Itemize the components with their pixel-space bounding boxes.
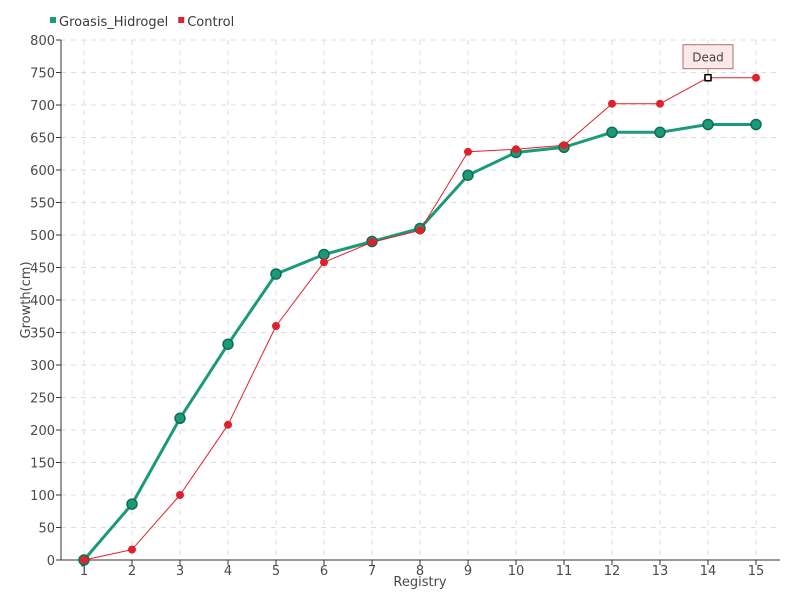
x-tick-label: 4 xyxy=(224,564,232,579)
x-axis-title: Registry xyxy=(393,575,447,590)
x-axis-ticks: 1 2 3 4 5 6 7 8 9 10 11 12 13 14 15 xyxy=(80,560,764,579)
data-point[interactable] xyxy=(560,141,568,150)
legend-item[interactable]: Control xyxy=(178,15,234,30)
data-point[interactable] xyxy=(702,118,714,131)
data-point[interactable] xyxy=(128,545,136,554)
data-point[interactable] xyxy=(80,556,88,564)
legend-item[interactable]: Groasis_Hidrogel xyxy=(50,15,168,30)
data-point[interactable] xyxy=(320,258,328,267)
annotations: Dead xyxy=(682,44,734,82)
annotation-callout: Dead xyxy=(682,44,734,82)
x-tick-label: 1 xyxy=(80,564,88,579)
y-tick-label: 450 xyxy=(30,262,55,277)
data-point[interactable] xyxy=(608,99,616,108)
x-tick-label: 10 xyxy=(508,564,525,579)
y-tick-label: 0 xyxy=(47,554,55,569)
data-point[interactable] xyxy=(654,126,666,139)
data-point[interactable] xyxy=(224,420,232,429)
x-tick-label: 14 xyxy=(700,564,717,579)
y-axis-ticks: 0 50 100 150 200 250 300 350 400 450 500 550 600 650 7… xyxy=(30,34,61,569)
y-tick-label: 200 xyxy=(30,424,55,439)
y-tick-label: 750 xyxy=(30,67,55,82)
x-tick-label: 8 xyxy=(416,564,424,579)
data-point[interactable] xyxy=(512,145,520,154)
y-tick-label: 400 xyxy=(30,294,55,309)
annotation-label: Dead xyxy=(692,51,724,65)
y-tick-label: 550 xyxy=(30,197,55,212)
x-tick-label: 12 xyxy=(604,564,621,579)
data-point[interactable] xyxy=(606,126,618,139)
data-point[interactable] xyxy=(272,322,280,330)
data-point[interactable] xyxy=(126,498,138,510)
data-point[interactable] xyxy=(462,169,474,181)
legend-label: Control xyxy=(187,15,234,30)
legend-label: Groasis_Hidrogel xyxy=(59,15,168,30)
gridlines xyxy=(61,39,780,560)
x-tick-label: 5 xyxy=(272,564,280,579)
y-tick-label: 250 xyxy=(30,392,55,407)
legend[interactable]: Groasis_Hidrogel Control xyxy=(50,15,234,30)
y-tick-label: 350 xyxy=(30,327,55,342)
y-tick-label: 800 xyxy=(30,34,55,49)
data-point[interactable] xyxy=(270,268,282,280)
y-tick-label: 300 xyxy=(30,359,55,374)
legend-swatch xyxy=(178,17,185,23)
y-tick-label: 100 xyxy=(30,489,55,504)
data-point[interactable] xyxy=(656,99,664,108)
highlighted-point-marker xyxy=(704,73,712,82)
data-point[interactable] xyxy=(318,248,330,261)
annotation-box xyxy=(682,44,734,70)
y-axis-title: Growth(cm) xyxy=(19,261,34,338)
data-point[interactable] xyxy=(176,491,184,499)
x-tick-label: 2 xyxy=(128,564,136,579)
x-tick-label: 6 xyxy=(320,564,328,579)
y-tick-label: 500 xyxy=(30,229,55,244)
data-point[interactable] xyxy=(222,338,234,350)
x-tick-label: 7 xyxy=(368,564,376,579)
data-point[interactable] xyxy=(464,147,472,156)
data-point[interactable] xyxy=(174,412,186,425)
y-tick-label: 50 xyxy=(38,522,55,537)
x-tick-label: 9 xyxy=(464,564,472,579)
series-layer xyxy=(78,73,762,566)
data-point[interactable] xyxy=(416,226,424,235)
y-tick-label: 700 xyxy=(30,99,55,114)
legend-swatch xyxy=(50,17,56,23)
x-tick-label: 13 xyxy=(652,564,669,579)
data-point[interactable] xyxy=(750,118,762,131)
data-point[interactable] xyxy=(368,238,376,247)
x-tick-label: 11 xyxy=(556,564,573,579)
y-tick-label: 600 xyxy=(30,164,55,179)
x-tick-label: 3 xyxy=(176,564,184,579)
x-tick-label: 15 xyxy=(748,564,765,579)
y-tick-label: 650 xyxy=(30,132,55,147)
data-point[interactable] xyxy=(752,73,760,82)
y-tick-label: 150 xyxy=(30,457,55,472)
